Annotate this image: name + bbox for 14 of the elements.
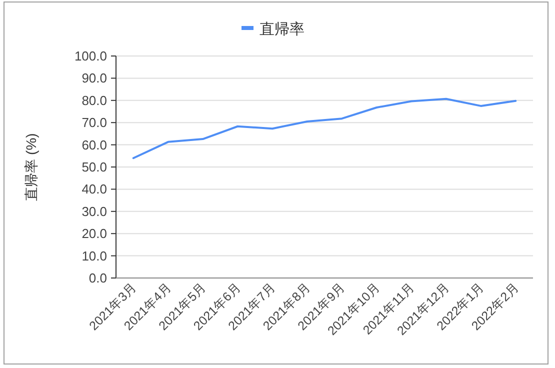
y-tick-label: 50.0 [82,160,107,174]
y-tick-label: 70.0 [82,115,107,130]
y-tick-label: 100.0 [74,48,107,64]
y-tick-label: 60.0 [82,137,107,152]
y-tick-label: 90.0 [82,70,107,86]
legend-label: 直帰率 [260,21,304,38]
y-axis-title: 直帰率 (%) [23,133,39,201]
y-tick-label: 0.0 [88,270,107,286]
y-tick-label: 10.0 [82,248,107,264]
y-tick-label: 20.0 [82,226,107,242]
y-tick-label: 40.0 [82,182,107,197]
line-series [132,98,517,160]
y-tick-label: 30.0 [82,204,107,219]
y-tick-label: 80.0 [82,92,107,108]
